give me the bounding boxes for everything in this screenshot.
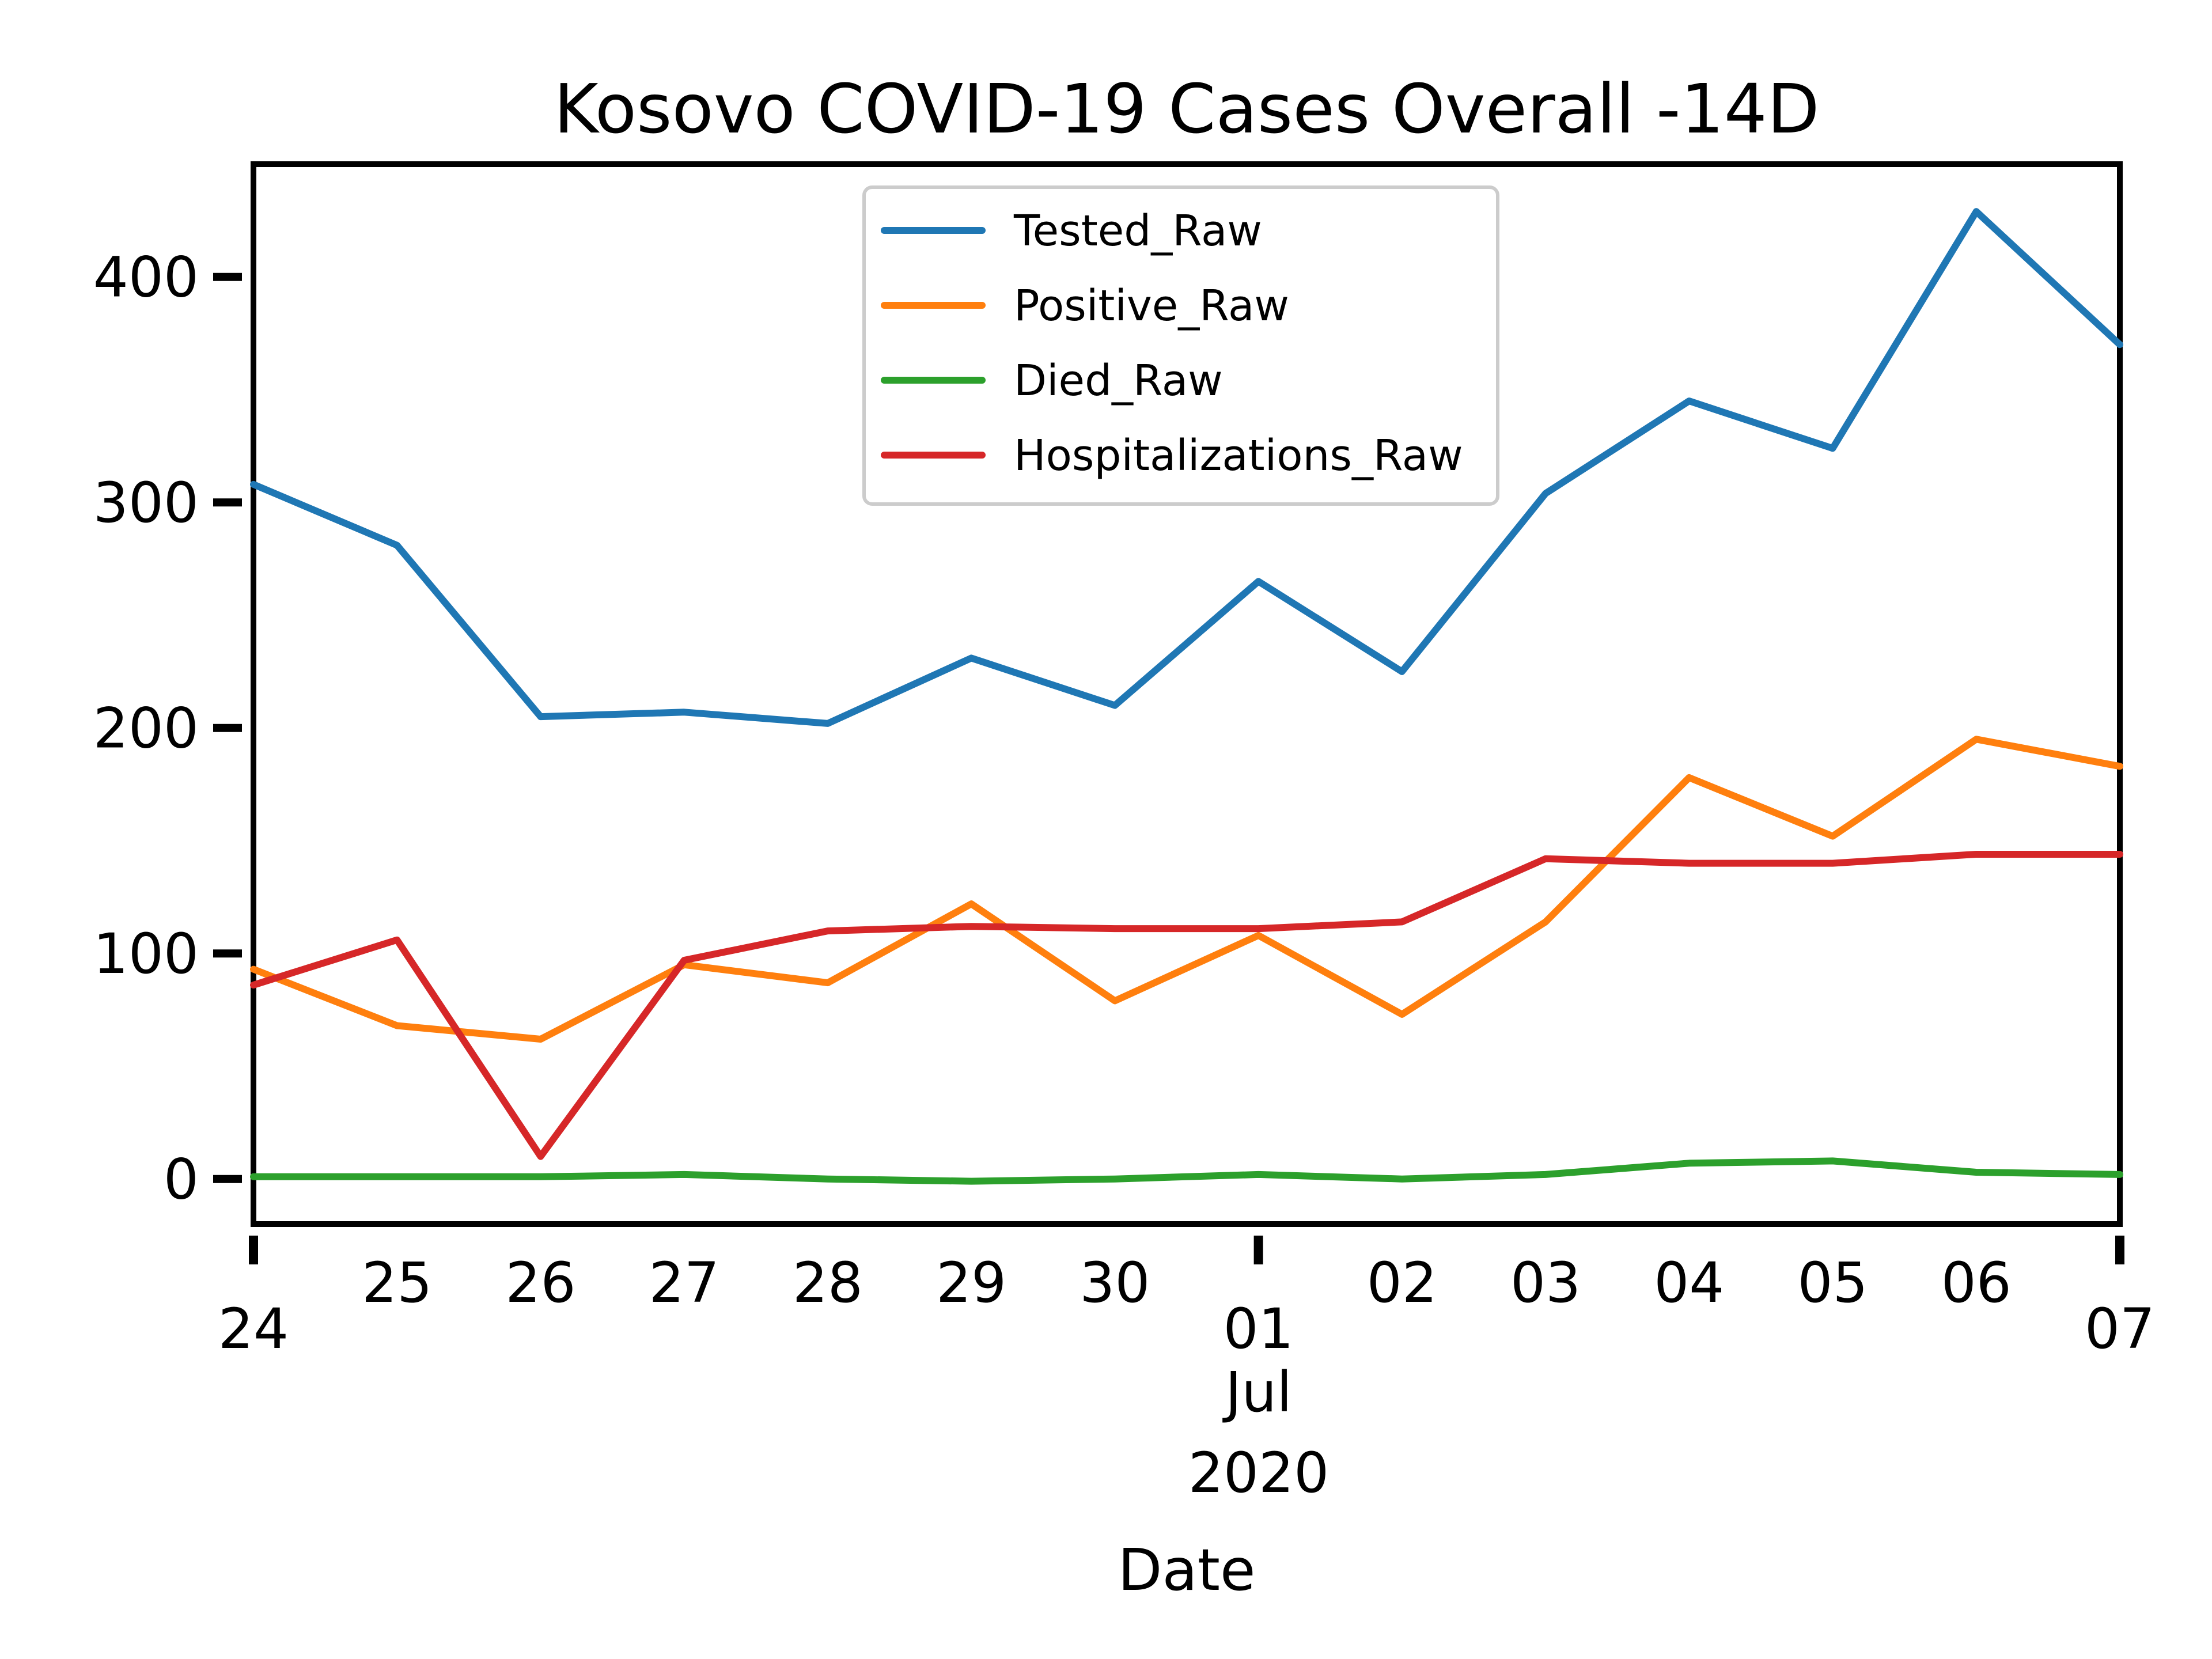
x-tick-label: 25 <box>362 1251 432 1315</box>
x-axis: 24 25 26 27 28 29 30 01 02 03 04 05 06 07 <box>218 1236 2155 1361</box>
legend-label: Positive_Raw <box>1014 281 1289 331</box>
x-tick-label: 01 <box>1224 1297 1294 1361</box>
series-line-hospitalizations-raw <box>250 851 2123 1160</box>
x-tick-label: 29 <box>936 1251 1006 1315</box>
x-tick-label: 28 <box>793 1251 863 1315</box>
x-tick-label: 24 <box>218 1297 289 1361</box>
series-layer <box>250 208 2123 1185</box>
legend-label: Died_Raw <box>1014 356 1223 406</box>
y-tick-label: 300 <box>93 471 199 535</box>
x-tick-label: 04 <box>1654 1251 1724 1315</box>
x-axis-label: Date <box>1118 1536 1255 1604</box>
x-tick-label: 05 <box>1797 1251 1868 1315</box>
x-tick-label: 30 <box>1080 1251 1150 1315</box>
series-line-tested-raw <box>250 208 2123 727</box>
y-tick-label: 200 <box>93 696 199 761</box>
plot-frame <box>251 161 2123 1227</box>
series-line-died-raw <box>250 1157 2123 1185</box>
plot-border <box>251 161 2123 1227</box>
x-tick-label: 26 <box>505 1251 575 1315</box>
x-tick-label: 06 <box>1941 1251 2012 1315</box>
y-tick-label: 0 <box>164 1147 199 1212</box>
y-tick-label: 400 <box>93 245 199 310</box>
legend-box <box>862 185 1499 506</box>
x-tick-label: 02 <box>1367 1251 1437 1315</box>
legend-label: Tested_Raw <box>1013 206 1262 256</box>
legend: Tested_Raw Positive_Raw Died_Raw Hospitaliz… <box>862 185 1499 506</box>
x-tick-label: 03 <box>1510 1251 1581 1315</box>
legend-label: Hospitalizations_Raw <box>1014 431 1463 480</box>
x-tick-label: 07 <box>2085 1297 2155 1361</box>
y-axis: 0 100 200 300 400 <box>93 245 242 1212</box>
chart-title: Kosovo COVID-19 Cases Overall -14D <box>554 69 1819 149</box>
y-tick-label: 100 <box>93 922 199 986</box>
series-line-positive-raw <box>250 736 2123 1043</box>
x-tick-month-label: Jul <box>1222 1360 1292 1425</box>
x-tick-year-label: 2020 <box>1188 1441 1329 1505</box>
x-tick-label: 27 <box>649 1251 719 1315</box>
